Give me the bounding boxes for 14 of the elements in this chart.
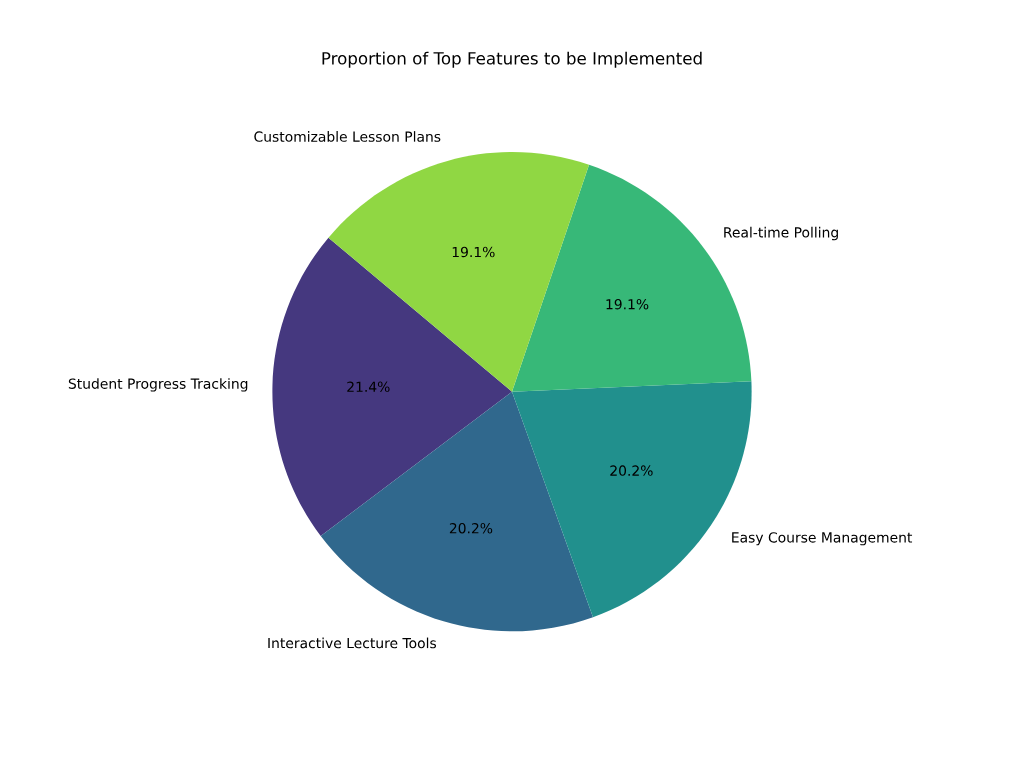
slice-label: Interactive Lecture Tools [268,637,437,649]
slice-label: Easy Course Management [732,532,913,546]
pie-slice [272,237,512,537]
chart-title: Proportion of Top Features to be Implemented [322,51,702,68]
pie-slice [328,152,590,392]
data-label: 19.1% [452,246,495,258]
pie-slice [320,391,594,632]
slice-label: Customizable Lesson Plans [254,131,441,142]
data-label: 19.1% [606,298,649,310]
slice-label: Student Progress Tracking [68,378,248,392]
data-label: 20.2% [610,465,653,476]
data-label: 20.2% [449,522,493,534]
data-label: 21.4% [347,381,390,392]
slice-label: Real-time Polling [724,226,838,241]
